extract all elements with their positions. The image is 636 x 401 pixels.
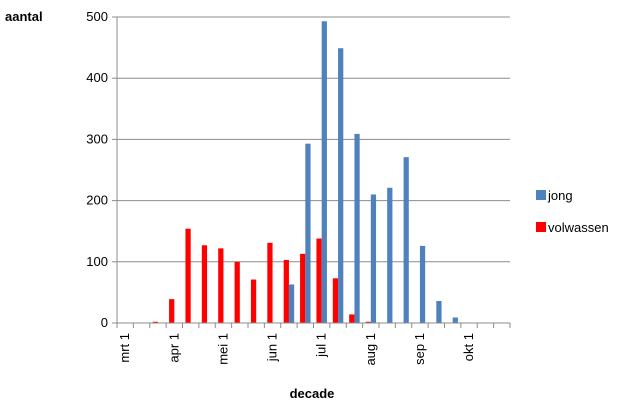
bar-volwassen-aug-1 [365, 321, 371, 323]
x-tick-label: mrt 1 [117, 333, 132, 363]
x-tick-label: jun 1 [265, 333, 280, 362]
y-tick-label: 300 [86, 131, 108, 146]
x-tick-label: jul 1 [314, 333, 329, 358]
x-axis-title: decade [290, 386, 335, 401]
bar-jong-jul-3 [354, 133, 360, 323]
legend-label-jong: jong [547, 188, 573, 203]
y-tick-label: 100 [86, 254, 108, 269]
bar-volwassen-mei-2 [234, 261, 240, 323]
x-tick-label: sep 1 [412, 333, 427, 365]
y-tick-labels: 0 100 200 300 400 500 [86, 9, 108, 330]
legend-swatch-jong [536, 190, 546, 200]
x-tick-label: okt 1 [461, 333, 476, 361]
bar-jong-sep-2 [436, 300, 442, 323]
x-tick-label: aug 1 [363, 333, 378, 366]
bar-jong-sep-3 [452, 317, 458, 323]
bar-volwassen-jul-3 [349, 314, 355, 323]
bar-jong-jun-2 [288, 284, 295, 323]
bar-jong-jun-3 [305, 143, 311, 323]
y-tick-label: 0 [101, 315, 108, 330]
gridlines [117, 16, 510, 263]
bar-volwassen-apr-3 [201, 245, 208, 323]
bar-jong-jul-1 [321, 21, 327, 324]
bar-volwassen-jun-1 [267, 242, 273, 323]
x-tick-label: apr 1 [166, 333, 181, 363]
bar-volwassen-apr-1 [169, 299, 175, 323]
bar-volwassen-jul-1 [316, 238, 322, 323]
y-tick-label: 200 [86, 193, 108, 208]
legend: jong volwassen [536, 188, 609, 235]
y-axis-title: aantal [5, 9, 43, 24]
bar-volwassen-jun-3 [300, 253, 306, 323]
bar-volwassen-jul-2 [332, 278, 339, 323]
bars [152, 21, 458, 324]
legend-swatch-volwassen [536, 222, 546, 232]
legend-label-volwassen: volwassen [548, 220, 609, 235]
axes [112, 16, 511, 328]
bar-jong-aug-3 [403, 157, 409, 323]
bar-volwassen-mei-3 [250, 279, 257, 323]
bar-jong-jul-2 [338, 48, 344, 323]
y-tick-label: 400 [86, 70, 108, 85]
y-tick-label: 500 [86, 9, 108, 24]
x-tick-label: mei 1 [215, 333, 230, 365]
x-tick-labels: mrt 1 apr 1 mei 1 jun 1 jul 1 aug 1 sep 1 okt 1 [117, 333, 476, 366]
bar-volwassen-mrt-3 [152, 321, 158, 323]
bar-volwassen-apr-2 [185, 228, 191, 323]
bar-volwassen-jun-2 [283, 259, 289, 323]
bar-volwassen-mei-1 [218, 248, 224, 323]
bar-jong-aug-1 [370, 194, 377, 323]
bar-jong-sep-1 [419, 245, 426, 323]
bar-jong-aug-2 [387, 187, 393, 323]
